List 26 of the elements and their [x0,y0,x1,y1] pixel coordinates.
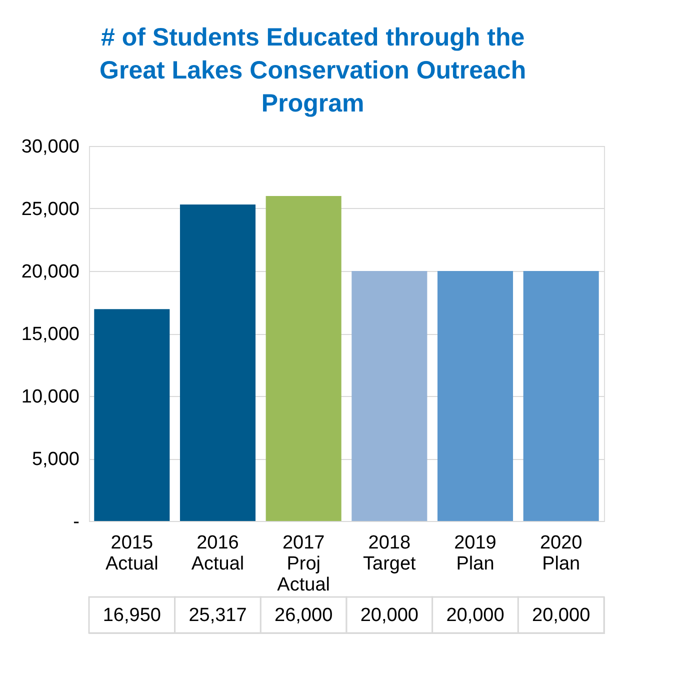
y-tick-label: 15,000 [21,324,80,345]
y-tick-label: 10,000 [21,386,80,408]
bar [437,271,514,521]
data-label: 25,317 [188,605,247,626]
y-tick-label: 25,000 [21,199,80,220]
bar [94,309,170,521]
x-tick-label: 2016 Actual [191,532,244,574]
y-tick-label: 5,000 [32,449,80,470]
x-tick-label: 2019 Plan [454,532,496,574]
y-tick-label: 20,000 [21,262,80,282]
bar [180,204,256,521]
x-tick-label: 2015 Actual [106,532,158,574]
x-tick-label: 2020 Plan [540,532,582,574]
data-label: 20,000 [446,605,504,626]
data-label: 26,000 [274,605,333,626]
data-label: 20,000 [532,605,590,626]
data-label: 20,000 [360,605,418,626]
y-tick-label: 30,000 [21,136,80,158]
bar [523,271,599,521]
x-tick-label: 2017 Proj Actual [277,532,330,596]
x-tick-label: 2018 Target [363,532,417,574]
bar [266,196,342,521]
chart-title: # of Students Educated through the Great Lakes Conservation Outreach Program [100,24,526,118]
y-tick-label: - [73,512,80,532]
data-label: 16,950 [102,605,161,626]
bar [352,271,428,521]
